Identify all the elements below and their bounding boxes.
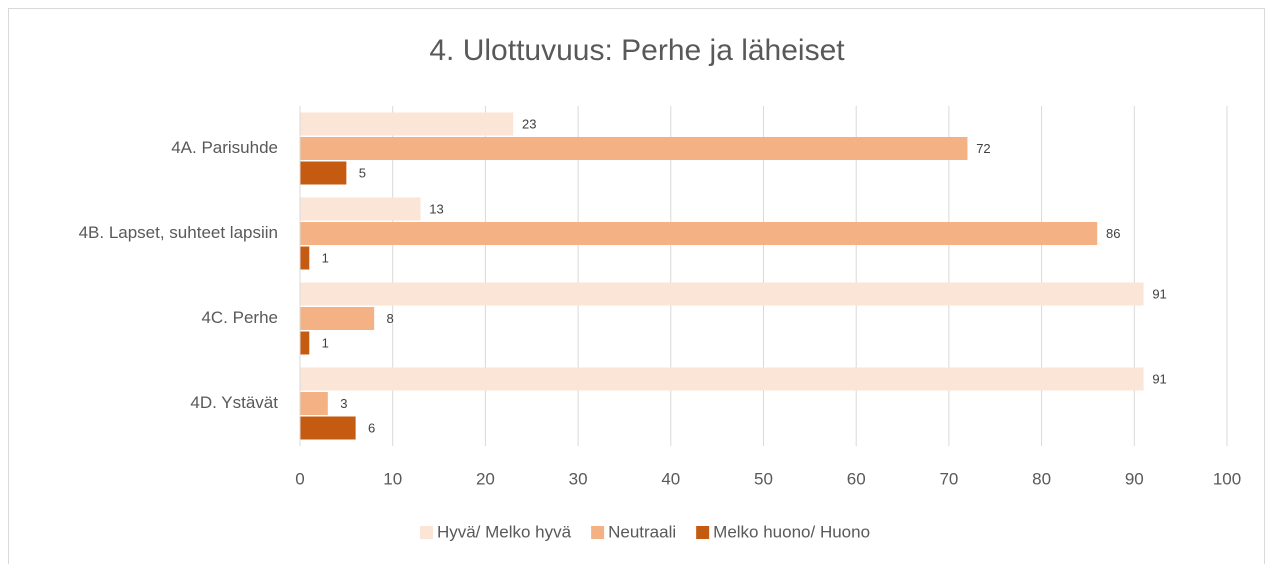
x-tick-label: 100 bbox=[1213, 469, 1241, 488]
legend-swatch bbox=[419, 526, 433, 539]
x-tick-label: 60 bbox=[847, 469, 866, 488]
x-tick-label: 30 bbox=[569, 469, 588, 488]
x-tick-label: 20 bbox=[476, 469, 495, 488]
data-label: 91 bbox=[1152, 286, 1166, 301]
data-label: 72 bbox=[976, 141, 990, 156]
bar bbox=[300, 137, 968, 160]
legend-swatch bbox=[696, 526, 710, 539]
bar bbox=[300, 367, 1144, 391]
data-label: 1 bbox=[322, 335, 329, 350]
data-label: 23 bbox=[522, 116, 536, 131]
bar bbox=[300, 246, 310, 270]
bar bbox=[300, 282, 1144, 306]
x-tick-label: 40 bbox=[661, 469, 680, 488]
y-tick-label: 4A. Parisuhde bbox=[171, 138, 278, 157]
data-label: 1 bbox=[322, 250, 329, 265]
data-label: 5 bbox=[359, 165, 366, 180]
bar bbox=[300, 112, 514, 136]
bar bbox=[300, 392, 328, 415]
chart-title: 4. Ulottuvuus: Perhe ja läheiset bbox=[429, 34, 845, 67]
bar bbox=[300, 197, 421, 221]
legend-label: Melko huono/ Huono bbox=[713, 522, 870, 541]
bar bbox=[300, 331, 310, 355]
data-label: 8 bbox=[387, 311, 394, 326]
y-tick-label: 4C. Perhe bbox=[201, 308, 278, 327]
legend-swatch bbox=[591, 526, 605, 539]
y-tick-label: 4B. Lapset, suhteet lapsiin bbox=[79, 223, 278, 242]
data-label: 6 bbox=[368, 420, 375, 435]
x-tick-label: 50 bbox=[754, 469, 773, 488]
bar bbox=[300, 307, 375, 330]
x-tick-label: 90 bbox=[1125, 469, 1144, 488]
bar bbox=[300, 416, 356, 440]
legend-label: Hyvä/ Melko hyvä bbox=[437, 522, 572, 541]
data-label: 3 bbox=[340, 396, 347, 411]
x-tick-label: 70 bbox=[939, 469, 958, 488]
data-label: 86 bbox=[1106, 226, 1120, 241]
bar bbox=[300, 161, 347, 185]
y-tick-label: 4D. Ystävät bbox=[190, 393, 278, 412]
data-label: 91 bbox=[1152, 371, 1166, 386]
bar bbox=[300, 222, 1098, 245]
x-tick-label: 0 bbox=[295, 469, 304, 488]
data-label: 13 bbox=[429, 201, 443, 216]
legend-label: Neutraali bbox=[608, 522, 676, 541]
x-tick-label: 10 bbox=[383, 469, 402, 488]
x-tick-label: 80 bbox=[1032, 469, 1051, 488]
